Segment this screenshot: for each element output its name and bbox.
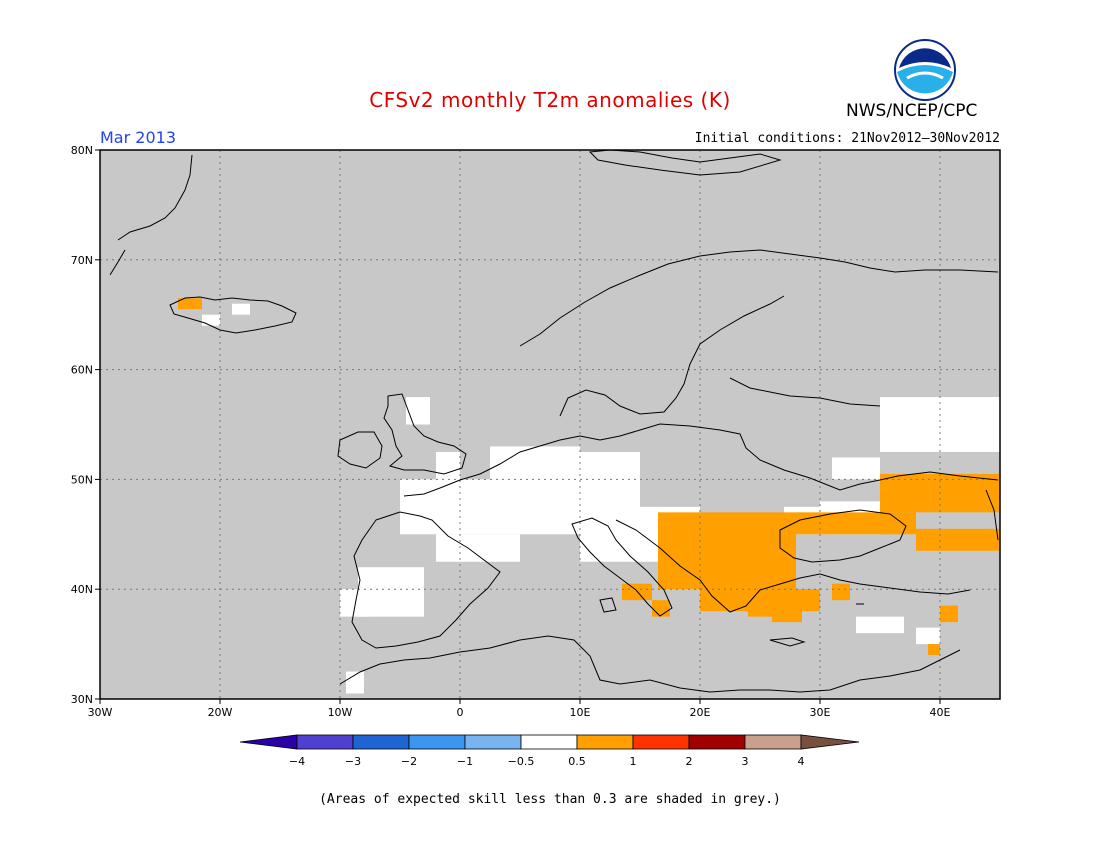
anomaly-cell bbox=[916, 627, 940, 645]
anomaly-cell bbox=[436, 534, 520, 562]
longitude-label: 10E bbox=[570, 706, 591, 719]
svalbard-coast bbox=[588, 149, 782, 176]
black-sea-coast bbox=[779, 509, 907, 563]
legend-box bbox=[632, 734, 690, 750]
longitude-label: 20E bbox=[690, 706, 711, 719]
anomaly-cell bbox=[928, 644, 940, 656]
anomaly-cell bbox=[832, 583, 850, 601]
italy-coast bbox=[571, 517, 673, 617]
legend-labels: −4 −3 −2 −1 −0.5 0.5 1 2 3 4 bbox=[289, 755, 805, 768]
iceland-coast bbox=[169, 296, 297, 334]
legend-box bbox=[688, 734, 746, 750]
iberia-coast bbox=[351, 511, 501, 649]
map-frame bbox=[99, 149, 1001, 700]
anomaly-cell bbox=[406, 397, 430, 425]
anomaly-cell bbox=[622, 583, 652, 601]
continent-coast bbox=[403, 423, 999, 497]
skill-footnote: (Areas of expected skill less than 0.3 a… bbox=[319, 792, 781, 807]
anomaly-cell bbox=[490, 446, 580, 480]
ireland-coast bbox=[337, 431, 383, 469]
noaa-logo bbox=[894, 39, 956, 101]
greenland-coast bbox=[109, 154, 193, 276]
balkans-coast bbox=[615, 519, 971, 613]
legend-box bbox=[408, 734, 466, 750]
latitude-label: 60N bbox=[71, 364, 93, 377]
anomaly-cell bbox=[658, 512, 796, 590]
longitude-label: 20W bbox=[208, 706, 233, 719]
legend-label: 1 bbox=[630, 755, 637, 768]
legend-arrow-left bbox=[239, 734, 298, 750]
coastlines bbox=[109, 149, 999, 693]
graticule bbox=[100, 150, 1000, 699]
anomaly-cell bbox=[796, 512, 916, 535]
legend-label: 3 bbox=[742, 755, 749, 768]
legend-label: 0.5 bbox=[568, 755, 586, 768]
longitude-labels: 30W 20W 10W 0 10E 20E 30E 40E bbox=[88, 699, 951, 719]
legend-box bbox=[464, 734, 522, 750]
legend-box bbox=[296, 734, 354, 750]
initial-conditions: Initial conditions: 21Nov2012–30Nov2012 bbox=[694, 131, 1000, 146]
anomaly-cell bbox=[856, 616, 904, 634]
britain-coast bbox=[383, 393, 467, 475]
legend-label: −0.5 bbox=[508, 755, 535, 768]
anomaly-cell bbox=[940, 605, 958, 623]
legend-label: −2 bbox=[401, 755, 417, 768]
longitude-label: 10W bbox=[328, 706, 353, 719]
legend-label: −1 bbox=[457, 755, 473, 768]
latitude-label: 30N bbox=[71, 693, 93, 706]
anomaly-cells bbox=[178, 298, 1000, 694]
legend-box bbox=[352, 734, 410, 750]
anomaly-cell bbox=[232, 303, 250, 315]
anomaly-cell bbox=[772, 600, 802, 623]
map-title: CFSv2 monthly T2m anomalies (K) bbox=[369, 88, 731, 112]
anomaly-cell bbox=[202, 314, 220, 326]
latitude-label: 70N bbox=[71, 254, 93, 267]
longitude-label: 0 bbox=[457, 706, 464, 719]
longitude-label: 40E bbox=[930, 706, 951, 719]
longitude-label: 30W bbox=[88, 706, 113, 719]
legend-box bbox=[576, 734, 634, 750]
legend-label: −4 bbox=[289, 755, 305, 768]
forecast-period: Mar 2013 bbox=[100, 128, 176, 147]
anomaly-cell bbox=[178, 298, 202, 310]
anomaly-cell bbox=[400, 479, 520, 535]
longitude-label: 30E bbox=[810, 706, 831, 719]
legend-arrow-right bbox=[800, 734, 860, 750]
legend-label: 2 bbox=[686, 755, 693, 768]
latitude-label: 80N bbox=[71, 144, 93, 157]
anomaly-cell bbox=[832, 457, 880, 480]
map-background bbox=[100, 150, 1000, 699]
scandinavia-coast bbox=[519, 249, 999, 417]
north-africa-coast bbox=[339, 635, 961, 693]
legend-label: −3 bbox=[345, 755, 361, 768]
latitude-label: 50N bbox=[71, 473, 93, 486]
anomaly-cell bbox=[916, 528, 1000, 551]
caspian-coast bbox=[985, 489, 999, 541]
legend-box bbox=[520, 734, 578, 750]
anomaly-cell bbox=[346, 671, 364, 694]
aegean-islands bbox=[599, 597, 864, 647]
latitude-label: 40N bbox=[71, 583, 93, 596]
anomaly-cell bbox=[436, 451, 460, 480]
agency-label: NWS/NCEP/CPC bbox=[846, 101, 978, 121]
legend-box bbox=[744, 734, 802, 750]
legend-label: 4 bbox=[798, 755, 805, 768]
latitude-labels: 80N 70N 60N 50N 40N 30N bbox=[71, 144, 100, 706]
anomaly-cell bbox=[880, 397, 1000, 452]
legend-boxes bbox=[239, 734, 860, 750]
